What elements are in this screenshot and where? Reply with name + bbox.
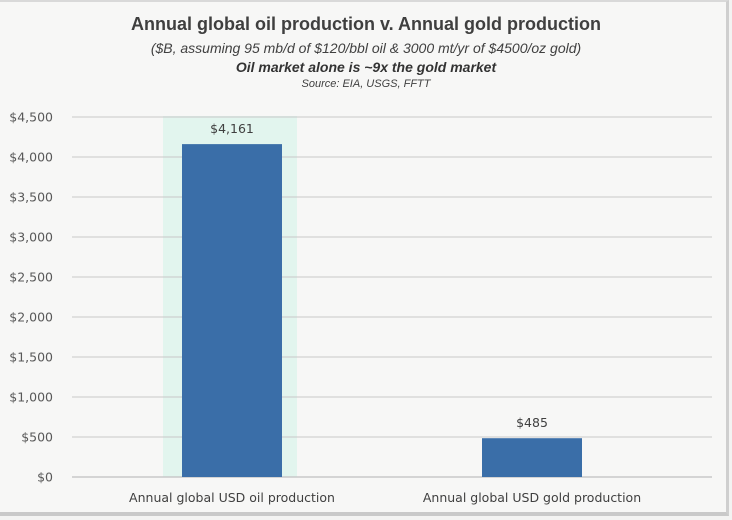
y-tick-label: $2,000: [9, 310, 53, 325]
y-tick-label: $1,500: [9, 350, 53, 365]
data-label: $485: [516, 415, 548, 430]
y-tick-label: $3,000: [9, 230, 53, 245]
y-tick-label: $4,500: [9, 110, 53, 125]
y-tick-label: $1,000: [9, 390, 53, 405]
y-tick-label: $2,500: [9, 270, 53, 285]
data-label: $4,161: [210, 121, 254, 136]
chart-subtitle: ($B, assuming 95 mb/d of $120/bbl oil & …: [150, 40, 582, 56]
y-tick-label: $500: [21, 430, 53, 445]
bar: [182, 144, 282, 477]
chart-title: Annual global oil production v. Annual g…: [131, 14, 601, 34]
bar: [482, 438, 582, 477]
y-tick-label: $3,500: [9, 190, 53, 205]
chart-source: Source: EIA, USGS, FFTT: [301, 78, 431, 90]
y-tick-label: $0: [37, 470, 53, 485]
chart-subtitle-highlight: Oil market alone is ~9x the gold market: [235, 59, 497, 75]
y-tick-label: $4,000: [9, 150, 53, 165]
x-category-label: Annual global USD gold production: [423, 490, 641, 505]
x-category-label: Annual global USD oil production: [129, 490, 335, 505]
